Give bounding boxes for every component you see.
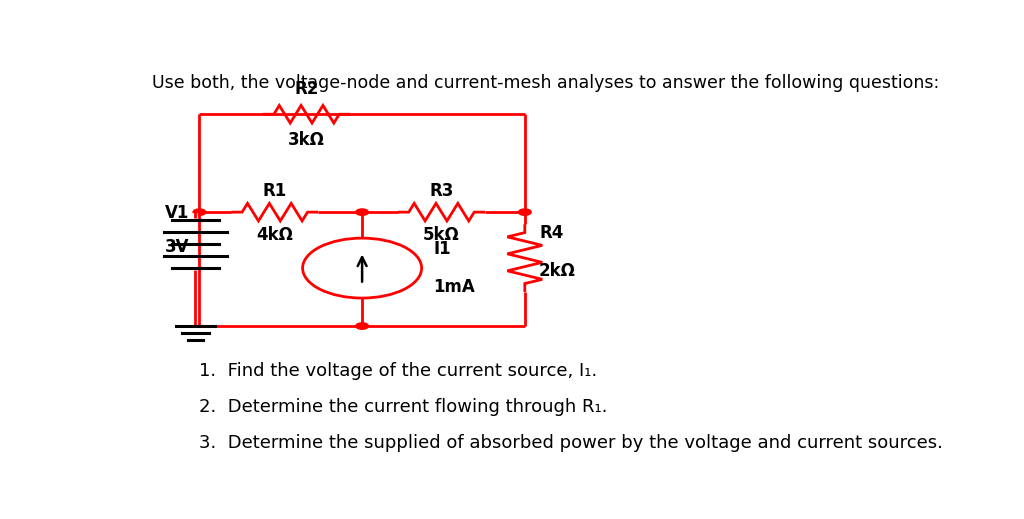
- Circle shape: [355, 209, 369, 215]
- Text: 3.  Determine the supplied of absorbed power by the voltage and current sources.: 3. Determine the supplied of absorbed po…: [200, 434, 943, 452]
- Text: 4kΩ: 4kΩ: [256, 226, 293, 244]
- Text: R3: R3: [429, 182, 454, 200]
- Text: 3V: 3V: [165, 238, 189, 256]
- Text: R4: R4: [539, 224, 563, 242]
- Text: 1.  Find the voltage of the current source, I₁.: 1. Find the voltage of the current sourc…: [200, 362, 598, 380]
- Text: 2.  Determine the current flowing through R₁.: 2. Determine the current flowing through…: [200, 398, 608, 416]
- Text: 1mA: 1mA: [433, 278, 475, 296]
- Text: 2kΩ: 2kΩ: [539, 262, 575, 280]
- Circle shape: [518, 209, 531, 215]
- Text: I1: I1: [433, 240, 452, 258]
- Circle shape: [194, 209, 206, 215]
- Text: R2: R2: [294, 80, 318, 98]
- Circle shape: [355, 323, 369, 329]
- Text: Use both, the voltage-node and current-mesh analyses to answer the following que: Use both, the voltage-node and current-m…: [152, 74, 939, 92]
- Text: 5kΩ: 5kΩ: [423, 226, 460, 244]
- Text: 3kΩ: 3kΩ: [288, 131, 325, 149]
- Text: V1: V1: [165, 204, 189, 222]
- Text: R1: R1: [263, 182, 287, 200]
